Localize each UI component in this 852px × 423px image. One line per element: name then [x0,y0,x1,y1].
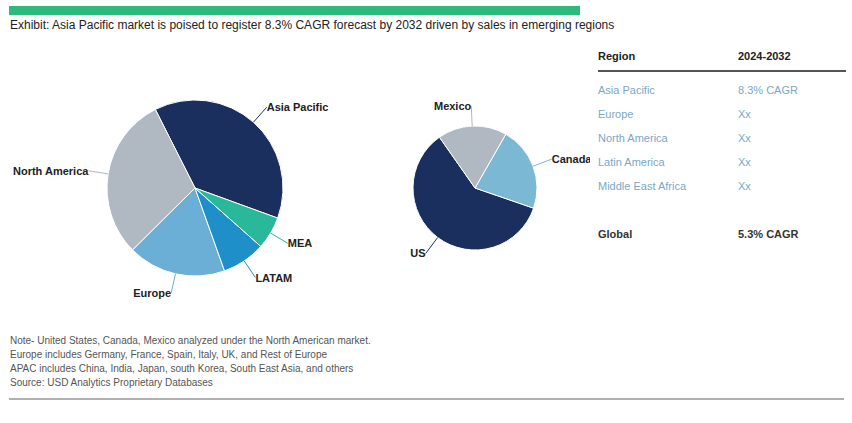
html-text:Europe: Europe [598,108,634,120]
html-text:2024-2032: 2024-2032 [738,50,791,62]
svg-text:Asia Pacific: Asia Pacific [267,101,329,113]
svg-text:MEA: MEA [288,237,313,249]
html-text:Xx: Xx [738,108,751,120]
html-text:8.3% CAGR: 8.3% CAGR [738,84,798,96]
html-text:APAC includes China, India, Ja: APAC includes China, India, Japan, south… [10,363,354,374]
html-text:Asia Pacific: Asia Pacific [598,84,655,96]
html-text:Exhibit: Asia Pacific market i: Exhibit: Asia Pacific market is poised t… [10,18,615,32]
html-text:Middle East Africa: Middle East Africa [598,180,686,192]
html-text:Xx: Xx [738,156,751,168]
html-text:North America: North America [598,132,668,144]
svg-text:Europe: Europe [133,287,171,299]
html-text:Global: Global [598,228,633,240]
html-text:Note- United States, Canada, M: Note- United States, Canada, Mexico anal… [10,335,371,346]
html-text:Source: USD Analytics Propriet: Source: USD Analytics Proprietary Databa… [10,377,213,388]
svg-text:North America: North America [13,165,89,177]
html-text:Region: Region [598,50,636,62]
svg-text:Mexico: Mexico [434,100,472,112]
svg-text:LATAM: LATAM [255,272,292,284]
svg-text:US: US [410,247,425,259]
html-text:Xx: Xx [738,132,751,144]
html-text:Latin America: Latin America [598,156,665,168]
svg-text:Canada: Canada [552,153,590,165]
html-text:Xx: Xx [738,180,751,192]
html-text:Europe includes Germany, Franc: Europe includes Germany, France, Spain, … [10,349,327,360]
html-text:5.3% CAGR: 5.3% CAGR [738,228,799,240]
